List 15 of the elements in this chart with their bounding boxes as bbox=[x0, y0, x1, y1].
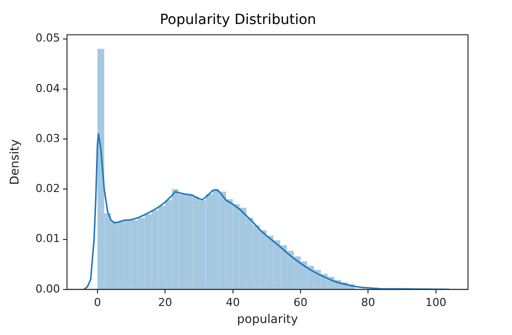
x-tick-label: 60 bbox=[293, 296, 308, 309]
x-tick-label: 20 bbox=[158, 296, 172, 309]
x-axis-title: popularity bbox=[237, 312, 298, 326]
x-tick-label: 0 bbox=[94, 296, 101, 309]
chart-title: Popularity Distribution bbox=[160, 12, 316, 28]
y-tick-label: 0.05 bbox=[36, 32, 60, 45]
y-tick-label: 0.02 bbox=[36, 182, 60, 196]
x-tick-label: 40 bbox=[226, 296, 240, 309]
x-tick-label: 100 bbox=[425, 296, 446, 309]
y-tick-label: 0.00 bbox=[36, 282, 60, 296]
y-tick-label: 0.04 bbox=[36, 82, 60, 95]
y-tick-label: 0.03 bbox=[36, 132, 60, 145]
y-tick-label: 0.01 bbox=[36, 232, 60, 246]
x-tick-label: 80 bbox=[361, 296, 376, 309]
y-axis-title: Density bbox=[7, 139, 22, 185]
